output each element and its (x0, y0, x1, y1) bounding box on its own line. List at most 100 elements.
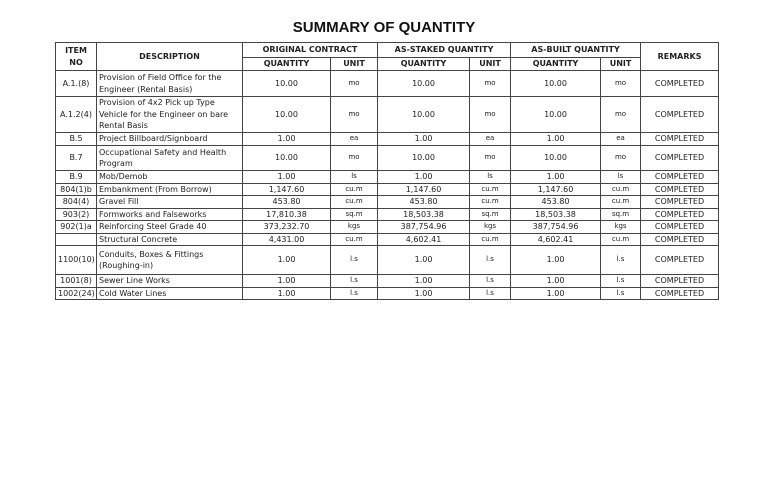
cell-staked-quantity: 1.00 (377, 245, 471, 275)
cell-remarks: COMPLETED (640, 145, 720, 171)
cell-staked-unit: ls (469, 170, 512, 184)
cell-original-quantity: 10.00 (242, 96, 331, 133)
table-row: 804(4) Gravel Fill 453.80 cu.m 453.80 cu.m 453… (55, 195, 720, 209)
table-row: A.1.2(4) Provision of 4x2 Pick up Type Ve… (55, 96, 720, 133)
cell-remarks: COMPLETED (640, 70, 720, 97)
cell-staked-unit: sq.m (469, 207, 512, 221)
cell-description: Mob/Demob (96, 170, 243, 184)
cell-built-quantity: 1.00 (510, 170, 602, 184)
cell-description: Provision of Field Office for the Engine… (96, 70, 243, 97)
table-row: B.9 Mob/Demob 1.00 ls 1.00 ls 1.00 ls COMPLETED (55, 170, 720, 184)
cell-built-unit: kgs (600, 220, 642, 234)
cell-original-unit: sq.m (329, 207, 379, 221)
cell-built-quantity: 10.00 (510, 145, 602, 171)
cell-staked-quantity: 387,754.96 (377, 220, 471, 234)
cell-original-unit: ea (329, 132, 379, 146)
cell-built-unit: cu.m (600, 195, 642, 209)
cell-original-quantity: 10.00 (242, 145, 331, 171)
header-as-staked: AS-STAKED QUANTITY (377, 42, 512, 58)
cell-built-quantity: 1.00 (510, 132, 602, 146)
header-unit: UNIT (600, 57, 642, 71)
cell-description: Reinforcing Steel Grade 40 (96, 220, 243, 234)
cell-item-no: B.9 (55, 170, 97, 184)
cell-staked-unit: mo (469, 70, 512, 97)
cell-original-unit: mo (329, 145, 379, 171)
cell-original-quantity: 17,810.38 (242, 207, 331, 221)
cell-staked-quantity: 10.00 (377, 145, 471, 171)
cell-original-quantity: 453.80 (242, 195, 331, 209)
cell-built-unit: sq.m (600, 207, 642, 221)
cell-remarks: COMPLETED (640, 170, 720, 184)
header-original-contract: ORIGINAL CONTRACT (241, 42, 379, 58)
cell-original-unit: l.s (329, 245, 379, 275)
table-row: 1002(24) Cold Water Lines 1.00 l.s 1.00 l.s 1.… (55, 286, 720, 300)
header-item-no: ITEM NO (55, 42, 97, 71)
cell-staked-unit: kgs (469, 220, 512, 234)
cell-built-quantity: 4,602.41 (510, 232, 602, 246)
cell-staked-quantity: 1.00 (377, 170, 471, 184)
cell-item-no: 1100(10) (55, 245, 97, 275)
cell-staked-unit: l.s (469, 245, 512, 275)
cell-original-quantity: 10.00 (242, 70, 331, 97)
table-row: Structural Concrete 4,431.00 cu.m 4,602.41 c… (55, 232, 720, 246)
cell-built-unit: cu.m (600, 182, 642, 196)
cell-staked-quantity: 1.00 (377, 132, 471, 146)
cell-item-no: 903(2) (55, 207, 97, 221)
cell-description: Sewer Line Works (96, 274, 243, 288)
cell-staked-quantity: 10.00 (377, 96, 471, 133)
cell-built-quantity: 1.00 (510, 286, 602, 300)
cell-original-quantity: 1.00 (242, 274, 331, 288)
cell-item-no: B.7 (55, 145, 97, 171)
cell-item-no: A.1.2(4) (55, 96, 97, 133)
cell-original-unit: mo (329, 70, 379, 97)
cell-staked-unit: l.s (469, 274, 512, 288)
cell-item-no: 1002(24) (55, 286, 97, 300)
header-as-built: AS-BUILT QUANTITY (510, 42, 642, 58)
table-row: 804(1)b Embankment (From Borrow) 1,147.60 c… (55, 182, 720, 196)
table-row: B.7 Occupational Safety and Health Progra… (55, 145, 720, 171)
cell-original-quantity: 4,431.00 (242, 232, 331, 246)
cell-item-no: B.5 (55, 132, 97, 146)
table-row: B.5 Project Billboard/Signboard 1.00 ea 1.00… (55, 132, 720, 146)
header-unit: UNIT (469, 57, 512, 71)
cell-description: Occupational Safety and Health Program (96, 145, 243, 171)
cell-staked-unit: l.s (469, 286, 512, 300)
cell-built-quantity: 18,503.38 (510, 207, 602, 221)
cell-item-no: 902(1)a (55, 220, 97, 234)
cell-item-no: 1001(8) (55, 274, 97, 288)
cell-item-no: A.1.(8) (55, 70, 97, 97)
cell-description: Project Billboard/Signboard (96, 132, 243, 146)
cell-original-unit: mo (329, 96, 379, 133)
cell-description: Gravel Fill (96, 195, 243, 209)
cell-staked-quantity: 1,147.60 (377, 182, 471, 196)
header-unit: UNIT (329, 57, 379, 71)
cell-built-quantity: 10.00 (510, 96, 602, 133)
cell-built-unit: mo (600, 145, 642, 171)
cell-staked-quantity: 453.80 (377, 195, 471, 209)
cell-built-unit: ea (600, 132, 642, 146)
cell-built-quantity: 1,147.60 (510, 182, 602, 196)
cell-staked-quantity: 4,602.41 (377, 232, 471, 246)
cell-built-unit: l.s (600, 245, 642, 275)
cell-original-quantity: 1,147.60 (242, 182, 331, 196)
cell-staked-quantity: 10.00 (377, 70, 471, 97)
table-row: 1100(10) Conduits, Boxes & Fittings (Roug… (55, 245, 720, 275)
cell-description: Cold Water Lines (96, 286, 243, 300)
cell-original-unit: cu.m (329, 232, 379, 246)
cell-item-no: 804(4) (55, 195, 97, 209)
cell-item-no (55, 232, 97, 246)
cell-remarks: COMPLETED (640, 220, 720, 234)
cell-description: Conduits, Boxes & Fittings (Roughing-in) (96, 245, 243, 275)
cell-built-quantity: 10.00 (510, 70, 602, 97)
cell-remarks: COMPLETED (640, 286, 720, 300)
header-remarks: REMARKS (640, 42, 720, 71)
cell-remarks: COMPLETED (640, 274, 720, 288)
cell-description: Provision of 4x2 Pick up Type Vehicle fo… (96, 96, 243, 133)
cell-built-quantity: 1.00 (510, 274, 602, 288)
table-row: 902(1)a Reinforcing Steel Grade 40 373,232… (55, 220, 720, 234)
table-row: A.1.(8) Provision of Field Office for the… (55, 70, 720, 97)
cell-item-no: 804(1)b (55, 182, 97, 196)
cell-built-unit: cu.m (600, 232, 642, 246)
cell-description: Structural Concrete (96, 232, 243, 246)
cell-remarks: COMPLETED (640, 195, 720, 209)
